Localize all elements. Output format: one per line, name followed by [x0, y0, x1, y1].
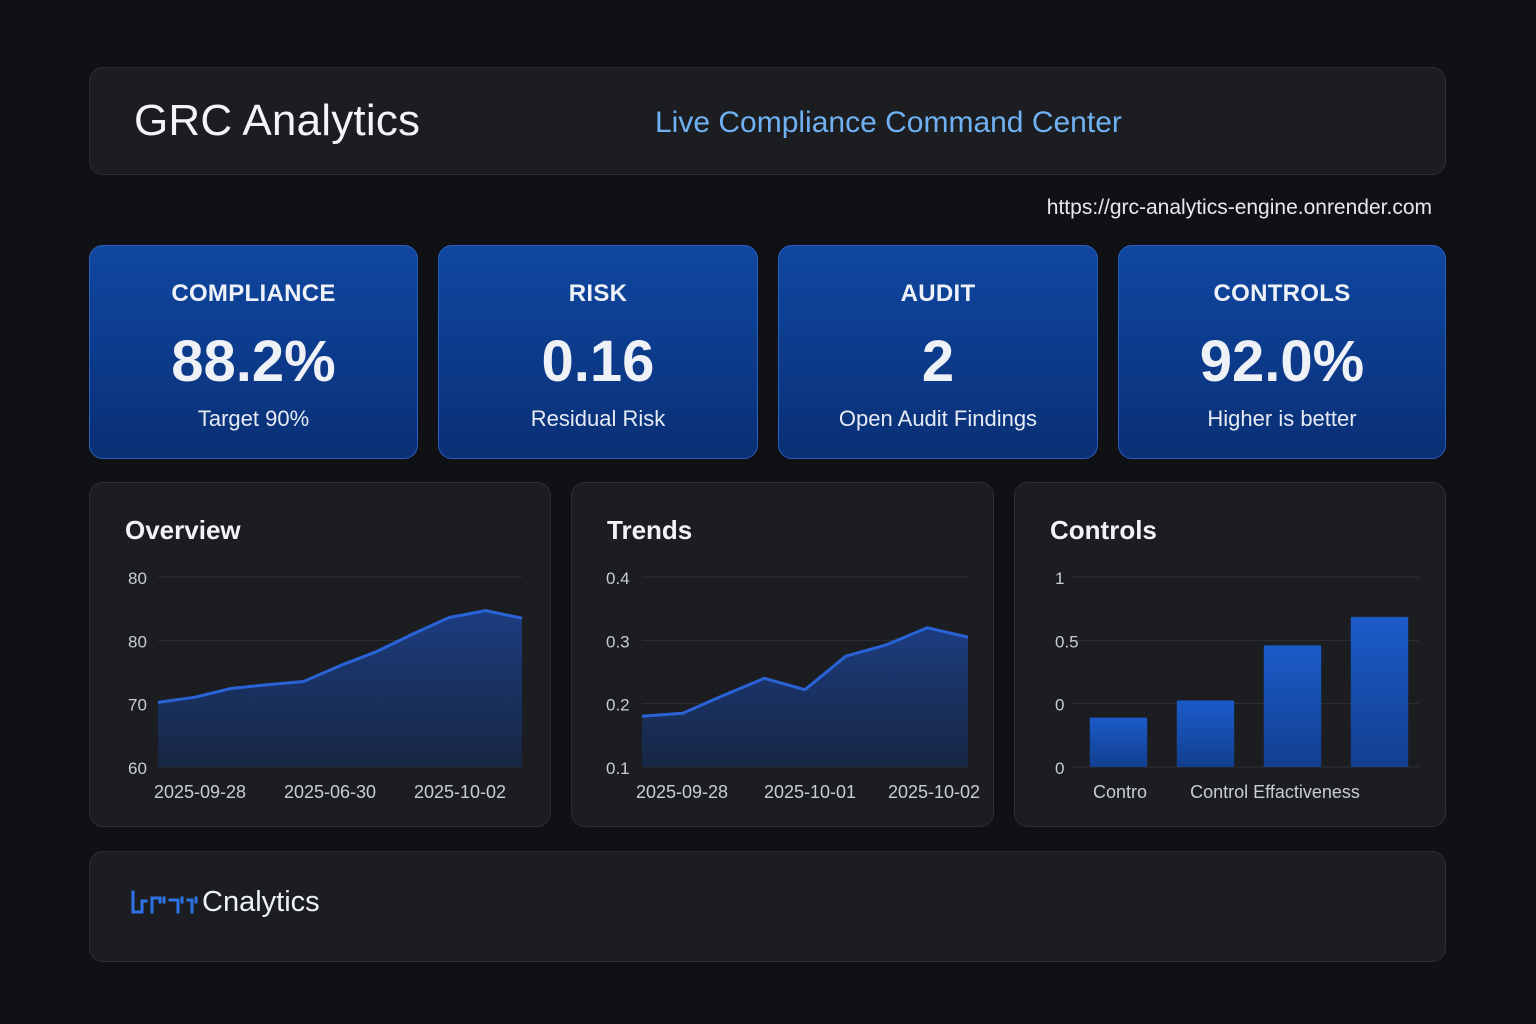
- kpi-label: COMPLIANCE: [171, 280, 336, 307]
- footer-bar: Cnalytics: [89, 851, 1446, 962]
- controls-chart: 1 0.5 0 0 Contro Control Effactiveness: [1055, 569, 1419, 802]
- chart-title: Trends: [607, 515, 693, 545]
- header-bar: GRC Analytics Live Compliance Command Ce…: [89, 67, 1446, 175]
- y-tick-label: 0.4: [606, 569, 630, 588]
- kpi-card-controls: CONTROLS 92.0% Higher is better: [1118, 245, 1446, 459]
- grc-logo-icon: [131, 890, 198, 913]
- kpi-card-risk: RISK 0.16 Residual Risk: [438, 245, 758, 459]
- service-url-link[interactable]: https://grc-analytics-engine.onrender.co…: [1046, 196, 1432, 219]
- x-tick-label: 2025-10-02: [414, 782, 506, 802]
- x-tick-label: Control Effactiveness: [1190, 782, 1360, 802]
- app-title: GRC Analytics: [134, 96, 421, 145]
- kpi-value: 0.16: [541, 329, 655, 394]
- kpi-label: RISK: [568, 280, 628, 307]
- kpi-label: CONTROLS: [1213, 280, 1351, 307]
- y-tick-label: 0.3: [606, 632, 630, 651]
- overview-chart: 80 80 70 60 2025-09-28 2025-06-30 2025-10-02: [128, 569, 523, 802]
- trends-chart: 0.4 0.3 0.2 0.1 2025-09-28 2025-10-01 2025-10-…: [606, 569, 980, 802]
- bar: [1350, 616, 1409, 767]
- x-tick-label: 2025-09-28: [154, 782, 246, 802]
- kpi-value: 88.2%: [171, 329, 336, 394]
- y-tick-label: 0: [1055, 759, 1064, 778]
- y-tick-label: 80: [128, 632, 147, 651]
- chart-title: Controls: [1050, 515, 1157, 545]
- y-tick-label: 0.5: [1055, 632, 1079, 651]
- brand-name: Cnalytics: [202, 886, 320, 918]
- chart-title: Overview: [125, 515, 241, 545]
- kpi-subtext: Residual Risk: [530, 406, 666, 431]
- series-area: [642, 627, 968, 767]
- page-subtitle: Live Compliance Command Center: [655, 106, 1122, 139]
- trends-chart-panel: Trends 0.4 0.3 0.2 0.1 2025-09-28 2025-10-01 2…: [571, 482, 994, 827]
- kpi-value: 92.0%: [1199, 329, 1365, 394]
- y-tick-label: 1: [1055, 569, 1064, 588]
- brand-logo: Cnalytics: [130, 886, 320, 919]
- x-tick-label: Contro: [1093, 782, 1147, 802]
- x-tick-label: 2025-09-28: [636, 782, 728, 802]
- kpi-label: AUDIT: [900, 280, 976, 307]
- series-area: [158, 610, 522, 767]
- overview-chart-panel: Overview 80 80 70 60 2025-09-28 2025-06-30 202…: [89, 482, 551, 827]
- bar: [1176, 700, 1235, 767]
- x-tick-label: 2025-10-01: [764, 782, 856, 802]
- kpi-card-compliance: COMPLIANCE 88.2% Target 90%: [89, 245, 418, 459]
- kpi-subtext: Open Audit Findings: [838, 406, 1038, 431]
- x-tick-label: 2025-10-02: [888, 782, 980, 802]
- kpi-card-audit: AUDIT 2 Open Audit Findings: [778, 245, 1098, 459]
- kpi-subtext: Higher is better: [1207, 406, 1357, 431]
- bar: [1263, 645, 1322, 767]
- x-tick-label: 2025-06-30: [284, 782, 376, 802]
- controls-chart-panel: Controls 1 0.5 0 0 Contro Control Effactivene…: [1014, 482, 1446, 827]
- y-tick-label: 80: [128, 569, 147, 588]
- bar: [1089, 717, 1148, 767]
- y-tick-label: 60: [128, 759, 147, 778]
- y-tick-label: 0.1: [606, 759, 630, 778]
- y-tick-label: 70: [128, 696, 147, 715]
- y-tick-label: 0: [1055, 696, 1064, 715]
- kpi-subtext: Target 90%: [197, 406, 310, 431]
- kpi-value: 2: [921, 329, 955, 394]
- y-tick-label: 0.2: [606, 696, 630, 715]
